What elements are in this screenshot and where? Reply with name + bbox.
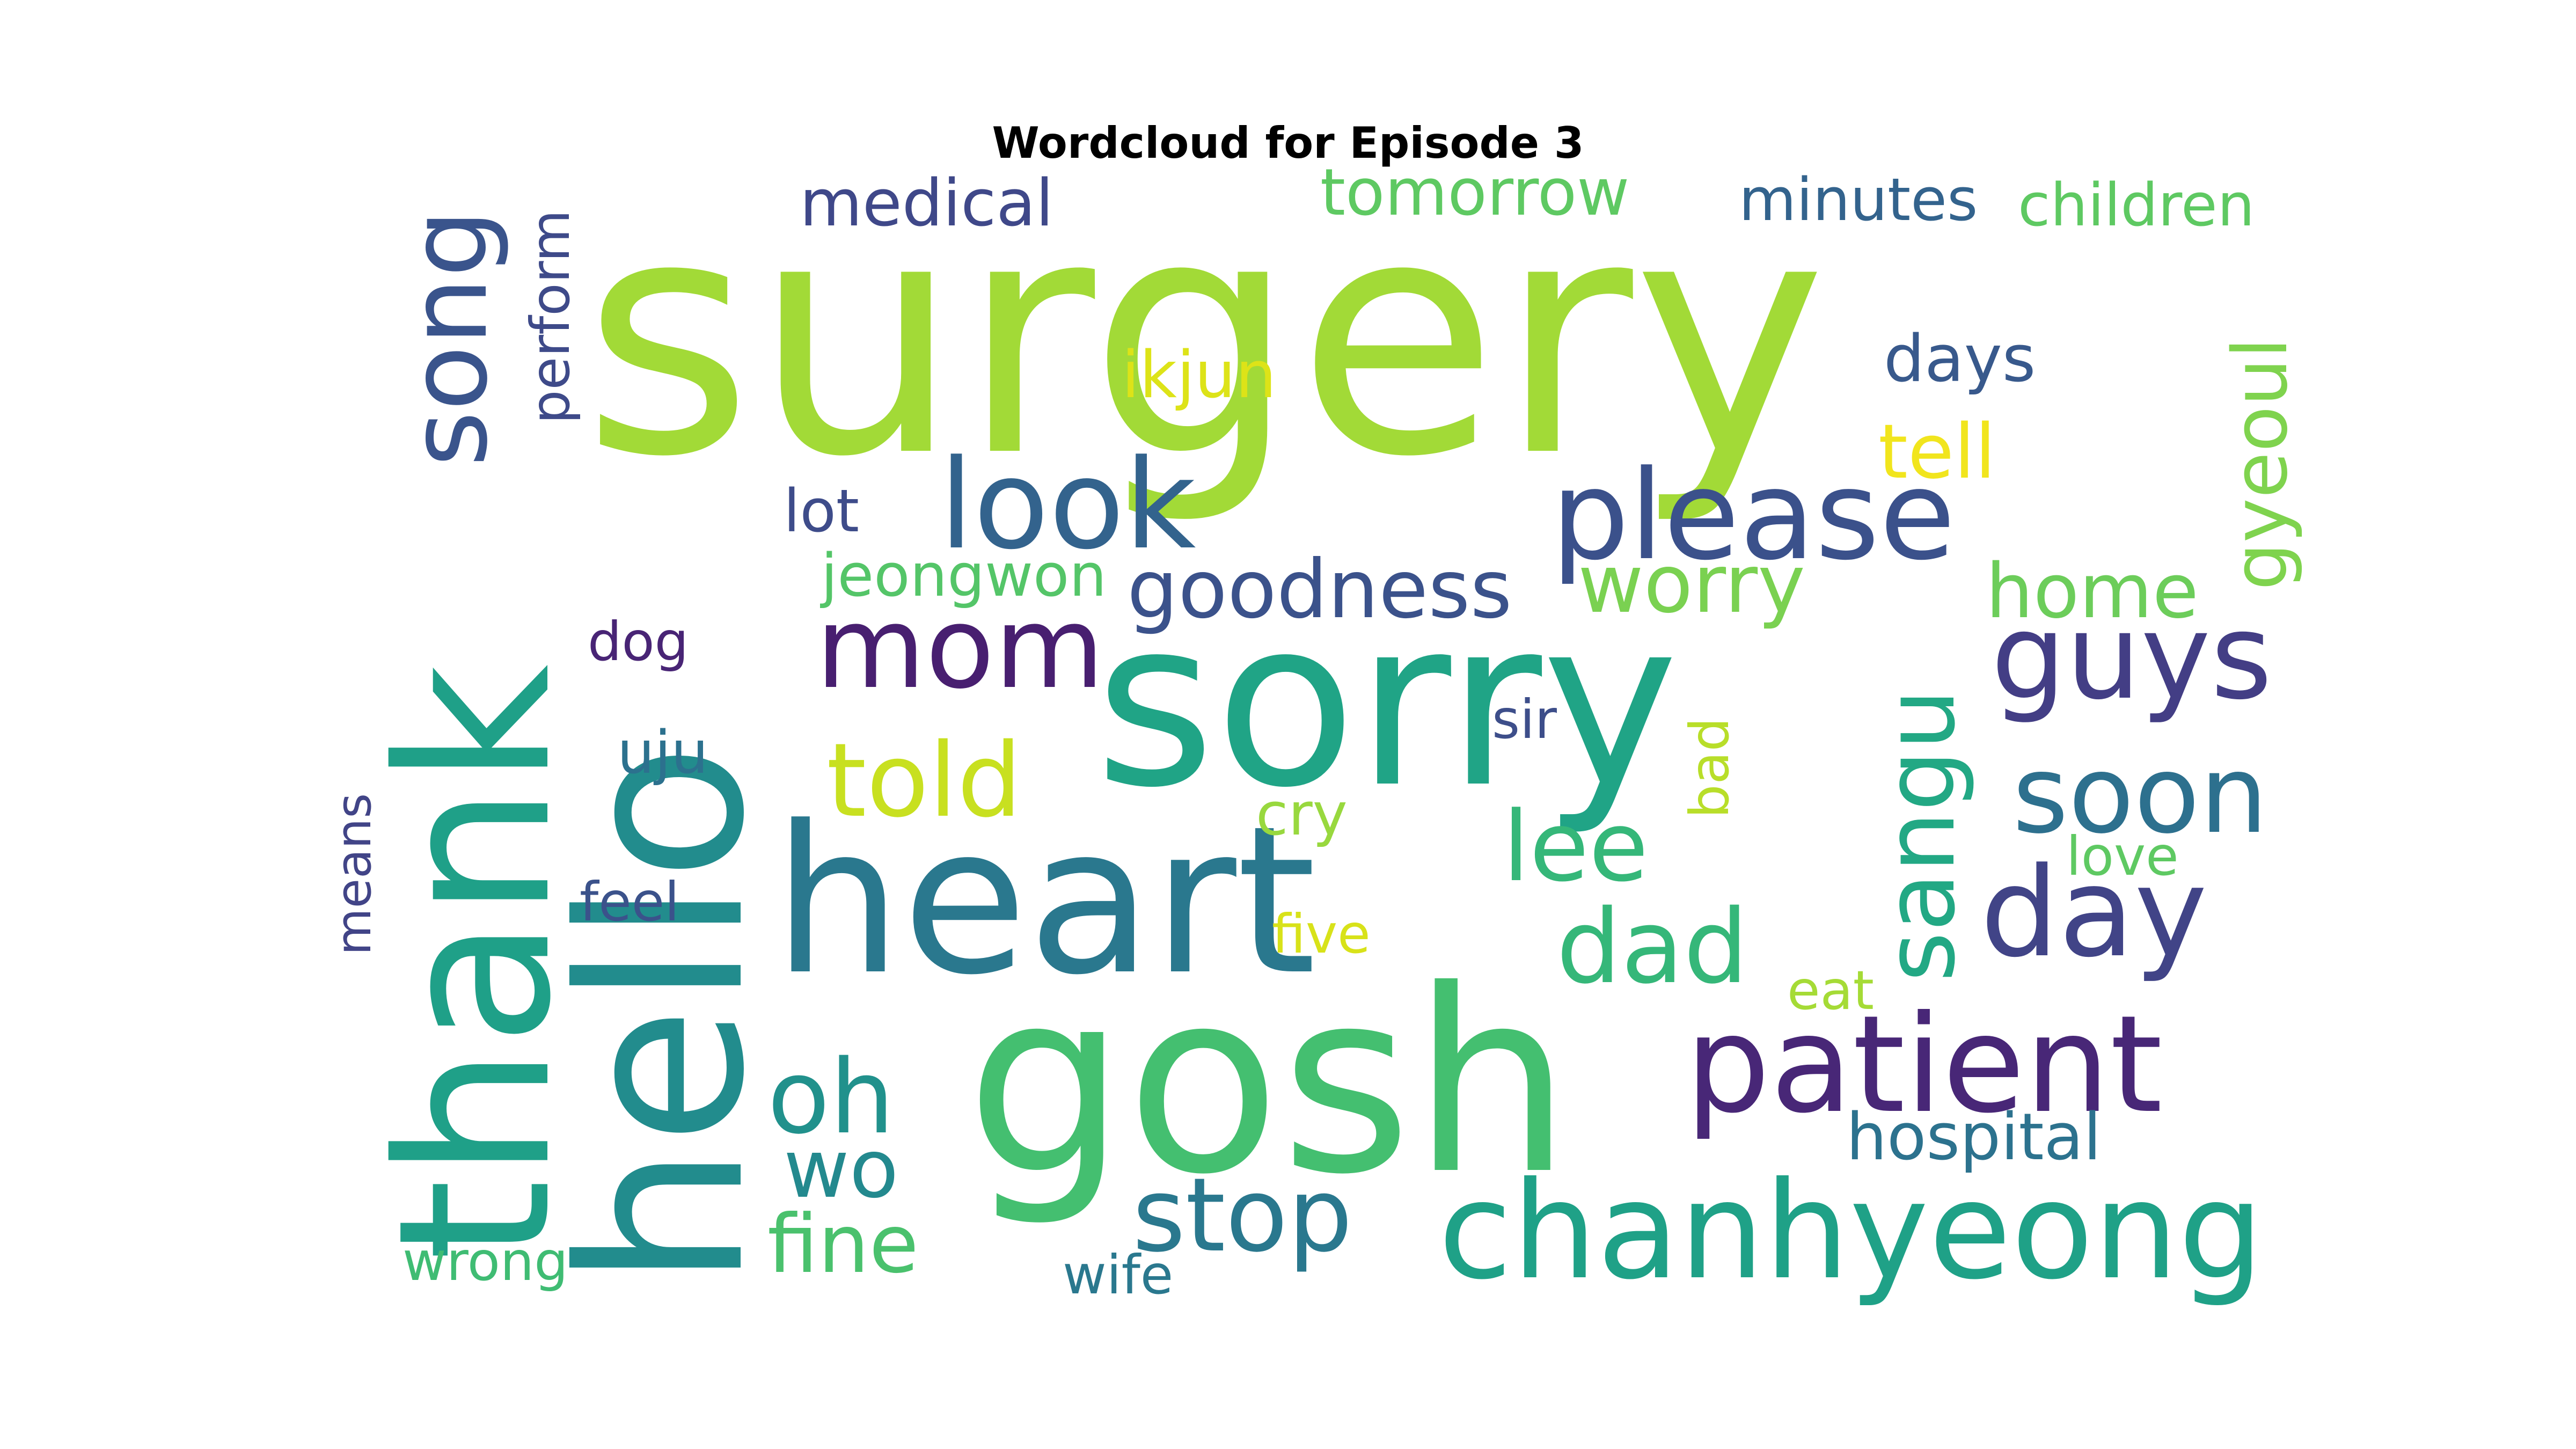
word-look: look — [939, 434, 1196, 577]
word-perform: perform — [519, 210, 582, 424]
word-guys: guys — [1991, 588, 2272, 726]
word-told: told — [826, 721, 1022, 840]
word-tomorrow: tomorrow — [1320, 156, 1629, 230]
word-soon: soon — [2012, 733, 2268, 858]
word-uju: uju — [617, 718, 708, 787]
word-lot: lot — [784, 477, 859, 545]
word-wrong: wrong — [402, 1230, 568, 1293]
chart-title: Wordcloud for Episode 3 — [992, 118, 1584, 168]
word-dad: dad — [1556, 888, 1748, 1006]
word-heart: heart — [773, 782, 1316, 1020]
word-bad: bad — [1678, 718, 1741, 818]
word-goodness: goodness — [1127, 543, 1512, 636]
word-patient: patient — [1685, 986, 2163, 1143]
word-sangu: sangu — [1864, 689, 1977, 982]
word-feel: feel — [580, 870, 679, 933]
word-love: love — [2066, 825, 2179, 888]
word-stop: stop — [1132, 1156, 1352, 1275]
word-five: five — [1272, 903, 1371, 965]
word-oh: oh — [767, 1038, 895, 1157]
word-fine: fine — [767, 1198, 919, 1291]
word-wo: wo — [784, 1123, 898, 1216]
word-chanhyeong: chanhyeong — [1438, 1153, 2264, 1309]
word-mom: mom — [816, 582, 1104, 714]
word-wife: wife — [1063, 1243, 1173, 1306]
word-song: song — [386, 209, 511, 467]
word-home: home — [1986, 548, 2199, 635]
word-sir: sir — [1492, 688, 1557, 751]
word-thank: thank — [353, 664, 597, 1261]
word-hello: hello — [532, 743, 794, 1288]
word-medical: medical — [800, 166, 1053, 241]
word-tell: tell — [1878, 408, 1996, 496]
word-surgery: surgery — [582, 147, 1827, 528]
word-gyeoul: gyeoul — [2217, 338, 2304, 590]
word-day: day — [1980, 841, 2207, 985]
word-dog: dog — [588, 610, 689, 673]
word-eat: eat — [1787, 959, 1874, 1022]
word-worry: worry — [1578, 538, 1805, 631]
word-please: please — [1551, 444, 1956, 588]
word-ikjun: ikjun — [1122, 338, 1276, 413]
word-cry: cry — [1256, 780, 1348, 848]
word-minutes: minutes — [1739, 165, 1978, 234]
word-jeongwon: jeongwon — [820, 541, 1107, 610]
word-lee: lee — [1503, 791, 1649, 903]
word-sorry: sorry — [1095, 570, 1679, 838]
word-means: means — [326, 793, 382, 955]
word-days: days — [1884, 322, 2036, 397]
word-children: children — [2018, 171, 2255, 239]
word-hospital: hospital — [1846, 1100, 2101, 1175]
word-gosh: gosh — [966, 936, 1572, 1230]
